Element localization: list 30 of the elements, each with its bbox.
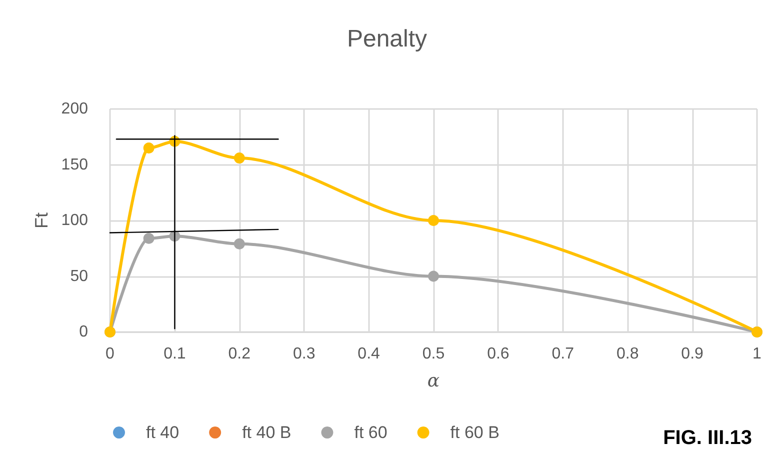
text: FIG. III.13 (663, 427, 752, 449)
x-tick-label: 1 (752, 346, 762, 362)
x-tick-label: 0.8 (616, 346, 639, 362)
y-tick-label: 200 (61, 100, 88, 118)
x-tick-label: 0.2 (228, 346, 251, 362)
x-tick-label: 0.4 (358, 346, 380, 362)
point (428, 270, 439, 282)
point (143, 232, 154, 244)
x-tick-label: 0.1 (164, 346, 186, 362)
point (143, 142, 154, 154)
point (234, 238, 245, 250)
x-tick-label: 0.5 (422, 346, 445, 362)
x-tick-label: 0 (106, 346, 115, 362)
x-tick-label: 0.3 (292, 346, 316, 362)
y-axis-title: Ft (31, 212, 52, 228)
y-tick-label: 150 (61, 156, 88, 174)
x-tick-label: 0.9 (681, 346, 704, 362)
x-axis-title: α (427, 370, 440, 392)
point (234, 152, 245, 164)
y-tick-label: 100 (61, 212, 88, 229)
legend-label: ft 60 (354, 423, 388, 442)
y-tick-label: 50 (70, 268, 88, 285)
legend-label: ft 40 B (242, 423, 292, 442)
y-tick-label: 0 (79, 324, 88, 340)
chart-title: Penalty (346, 26, 428, 52)
x-tick-label: 0.7 (552, 346, 574, 362)
legend-label: ft 40 (146, 423, 180, 442)
point (428, 215, 439, 226)
legend-label: ft 60 B (450, 423, 500, 442)
x-tick-label: 0.6 (487, 346, 510, 362)
